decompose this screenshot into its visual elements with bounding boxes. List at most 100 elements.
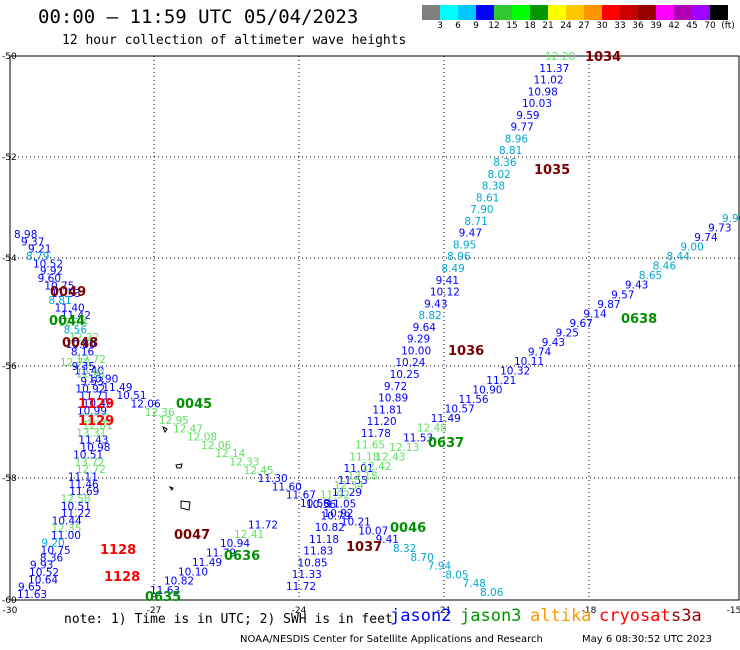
track-d-value: 9.35 [72, 361, 95, 373]
track-d-value: 10.75 [44, 280, 74, 292]
color-scale-label: 70 [704, 21, 716, 31]
track-a-value: 10.79 [321, 510, 351, 522]
track-a-value: 11.33 [292, 569, 322, 581]
track-a-value: 11.18 [349, 451, 379, 463]
track-b-value: 11.56 [459, 394, 489, 406]
color-swatch [602, 5, 620, 20]
track-time-label: 0044 [49, 314, 85, 329]
track-b-value: 9.43 [542, 337, 565, 349]
track-a-value: 8.38 [482, 181, 505, 193]
track-d-value: 11.00 [51, 530, 81, 542]
color-scale-label: 21 [542, 21, 554, 31]
color-swatch [476, 5, 494, 20]
track-a-value: 8.36 [493, 157, 517, 169]
track-b-value: 8.05 [445, 569, 468, 581]
color-swatch [584, 5, 602, 20]
track-c-value: 10.82 [164, 576, 194, 588]
track-d-value: 11.22 [61, 508, 91, 520]
track-d-value: 9.37 [21, 236, 44, 248]
track-a-value: 8.95 [453, 239, 476, 251]
track-d-value: 10.46 [83, 398, 113, 410]
track-c-value: 12.45 [244, 465, 274, 477]
track-a-value: 10.25 [390, 369, 420, 381]
track-a-value: 12.20 [545, 51, 575, 63]
track-c-value: 12.06 [131, 398, 161, 410]
track-c-value: 12.06 [201, 440, 231, 452]
track-a-value: 10.82 [315, 522, 345, 534]
track-a-value: 9.64 [413, 322, 437, 334]
track-d-value: 10.51 [73, 449, 103, 461]
track-b-value: 8.44 [667, 251, 691, 263]
track-b-value: 11.92 [320, 489, 350, 501]
track-d-value: 10.75 [41, 545, 71, 557]
track-b-value: 12.13 [389, 442, 419, 454]
track-a-value: 8.61 [476, 192, 499, 204]
track-d-value: 8.79 [26, 251, 49, 263]
track-time-label: 0637 [428, 436, 464, 451]
track-d-value: 9.20 [41, 538, 64, 550]
track-d-value: 12.81 [83, 420, 113, 432]
color-swatch [656, 5, 674, 20]
track-c-value: 12.33 [229, 457, 259, 469]
track-d-value: 10.92 [75, 383, 105, 395]
track-b-value: 10.21 [341, 517, 371, 529]
track-d-value: 9.92 [40, 266, 63, 278]
track-time-label: 1129 [78, 397, 114, 412]
color-scale-label: 6 [455, 21, 461, 31]
color-swatch [674, 5, 692, 20]
color-scale-label: 24 [560, 21, 572, 31]
color-swatch [530, 5, 548, 20]
track-a-value: 11.20 [367, 416, 397, 428]
map-frame [9, 55, 740, 601]
y-tick-label: -56 [2, 362, 17, 372]
track-time-label: 1037 [346, 540, 382, 555]
track-b-value: 12.42 [361, 461, 391, 473]
track-b-value: 9.43 [625, 280, 648, 292]
track-b-value: 9.87 [597, 299, 620, 311]
island-shape [175, 463, 183, 469]
track-c-value: 11.60 [272, 481, 302, 493]
track-d-value: 11.71 [79, 391, 109, 403]
track-d-value: 8.16 [71, 347, 95, 359]
track-b-value: 9.00 [680, 242, 703, 254]
track-a-value: 10.85 [298, 557, 328, 569]
track-c-value: 12.47 [173, 423, 203, 435]
track-d-value: 8.36 [40, 552, 64, 564]
track-a-value: 11.65 [355, 440, 385, 452]
track-b-value: 10.92 [323, 508, 353, 520]
island-shape [162, 425, 168, 434]
track-a-value: 11.01 [344, 463, 374, 475]
track-b-value: 9.41 [376, 534, 399, 546]
track-a-value: 9.72 [384, 381, 407, 393]
track-d-value: 8.98 [14, 229, 37, 241]
track-a-value: 10.24 [395, 357, 425, 369]
track-c-value: 11.72 [248, 519, 278, 531]
track-c-value: 11.79 [206, 548, 236, 560]
track-a-value: 8.49 [441, 263, 464, 275]
y-tick-label: -54 [2, 254, 17, 264]
track-time-label: 1128 [100, 543, 136, 558]
track-b-value: 9.57 [611, 289, 634, 301]
track-b-value: 10.11 [514, 356, 544, 368]
track-time-label: 1034 [585, 50, 621, 65]
track-a-value: 9.41 [436, 275, 459, 287]
track-b-value: 10.56 [306, 499, 336, 511]
color-swatch [458, 5, 476, 20]
color-scale-label: (ft) [721, 21, 735, 31]
legend-altika: altika [530, 606, 592, 626]
track-d-value: 12.58 [61, 493, 91, 505]
color-swatch [422, 5, 440, 20]
track-d-value: 11.11 [68, 471, 98, 483]
track-b-value: 12.48 [417, 423, 447, 435]
track-b-value: 12.43 [375, 451, 405, 463]
map-title: 00:00 – 11:59 UTC 05/04/2023 [38, 6, 359, 28]
color-swatch [620, 5, 638, 20]
track-d-value: 11.40 [55, 302, 85, 314]
track-c-value: 12.72 [60, 357, 90, 369]
track-d-value: 13.31 [76, 427, 106, 439]
track-a-value: 8.96 [505, 133, 529, 145]
map-subtitle: 12 hour collection of altimeter wave hei… [62, 33, 407, 48]
y-tick-label: -60 [2, 596, 17, 606]
track-d-value: 9.60 [38, 273, 61, 285]
